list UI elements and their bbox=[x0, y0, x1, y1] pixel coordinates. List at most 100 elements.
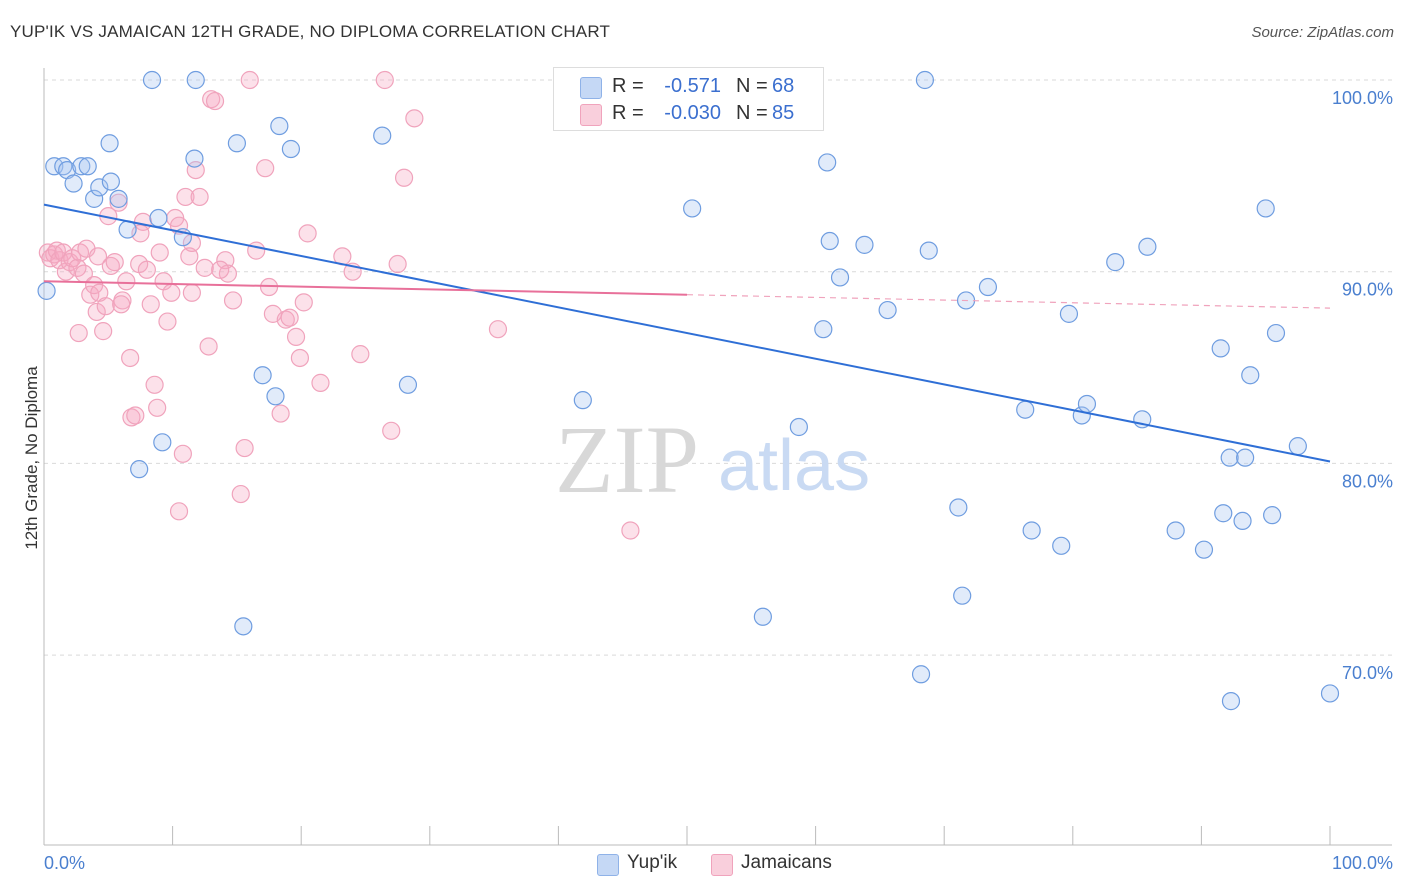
x-tick-label: 100.0% bbox=[1332, 853, 1393, 873]
chart-source: Source: ZipAtlas.com bbox=[1251, 24, 1394, 41]
jamaicans-point bbox=[294, 293, 313, 312]
jamaicans-point bbox=[211, 260, 230, 279]
jamaicans-point bbox=[375, 70, 394, 90]
jamaicans-point bbox=[195, 258, 214, 277]
watermark: ZIP atlas bbox=[555, 406, 870, 513]
yupik-point bbox=[109, 189, 128, 208]
jamaicans-point bbox=[158, 312, 177, 331]
yupik-point bbox=[1266, 323, 1286, 343]
jamaicans-point bbox=[87, 302, 106, 322]
legend-r-label: R = bbox=[612, 75, 644, 97]
jamaicans-point bbox=[148, 398, 167, 417]
yupik-point bbox=[1059, 304, 1079, 323]
jamaicans-trend-line-dashed bbox=[686, 294, 1331, 309]
yupik-point bbox=[978, 277, 998, 297]
jamaicans-point bbox=[88, 247, 108, 266]
yupik-point bbox=[64, 174, 83, 193]
jamaicans-points bbox=[38, 70, 640, 540]
jamaicans-point bbox=[180, 247, 199, 266]
yupik-point bbox=[1214, 504, 1233, 523]
legend-r-value: -0.571 bbox=[664, 75, 721, 97]
jamaicans-point bbox=[256, 159, 275, 178]
yupik-point bbox=[830, 268, 850, 287]
legend-swatch-yupik bbox=[580, 77, 602, 99]
yupik-point bbox=[37, 281, 56, 300]
watermark-atlas: atlas bbox=[718, 426, 870, 506]
yupik-point bbox=[72, 157, 91, 176]
jamaicans-point bbox=[169, 502, 189, 521]
yupik-point bbox=[911, 665, 931, 684]
jamaicans-point bbox=[162, 283, 181, 302]
jamaicans-point bbox=[247, 241, 266, 260]
jamaicans-trend-line bbox=[43, 280, 688, 296]
jamaicans-point bbox=[186, 160, 205, 180]
jamaicans-point bbox=[69, 323, 88, 343]
yupik-point bbox=[373, 126, 392, 145]
yupik-point bbox=[1241, 366, 1260, 385]
jamaicans-point bbox=[351, 345, 370, 364]
yupik-point bbox=[1256, 199, 1275, 218]
yupik-point bbox=[820, 231, 839, 251]
jamaicans-point bbox=[150, 243, 169, 262]
legend-r-label: R = bbox=[612, 102, 644, 124]
yupik-point bbox=[1320, 684, 1340, 703]
jamaicans-point bbox=[205, 91, 225, 111]
gridlines bbox=[44, 79, 1392, 656]
yupik-point bbox=[153, 433, 172, 452]
jamaicans-point bbox=[382, 421, 401, 440]
jamaicans-point bbox=[231, 484, 250, 504]
jamaicans-point bbox=[271, 404, 290, 423]
yupik-point bbox=[1233, 511, 1252, 531]
jamaicans-point bbox=[126, 406, 145, 425]
yupik-point bbox=[1288, 437, 1307, 456]
jamaicans-point bbox=[405, 109, 424, 128]
y-tick-label: 100.0% bbox=[1332, 88, 1393, 108]
jamaicans-point bbox=[121, 348, 140, 368]
yupik-point bbox=[78, 157, 97, 176]
chart-title: YUP'IK VS JAMAICAN 12TH GRADE, NO DIPLOM… bbox=[10, 22, 611, 41]
yupik-point bbox=[118, 220, 137, 239]
yupik-point bbox=[855, 235, 874, 254]
yupik-point bbox=[814, 320, 833, 339]
yupik-point bbox=[1221, 692, 1241, 711]
stats-legend: R = -0.571 N = 68 R = -0.030 N = 85 bbox=[553, 67, 824, 131]
yupik-point bbox=[100, 134, 119, 153]
jamaicans-point bbox=[182, 283, 201, 302]
yupik-points bbox=[37, 70, 1340, 711]
jamaicans-point bbox=[145, 375, 164, 394]
yupik-point bbox=[90, 178, 109, 197]
yupik-point bbox=[1077, 394, 1097, 414]
legend-swatch-jamaicans bbox=[580, 104, 602, 126]
yupik-trend-line bbox=[43, 203, 1331, 463]
jamaicans-point bbox=[96, 297, 115, 316]
jamaicans-point bbox=[109, 193, 128, 212]
jamaicans-point bbox=[298, 224, 317, 243]
jamaicans-point bbox=[216, 251, 235, 270]
yupik-point bbox=[149, 208, 168, 228]
yupik-point bbox=[878, 300, 897, 320]
jamaicans-point bbox=[137, 260, 156, 279]
jamaicans-point bbox=[199, 337, 218, 356]
y-tick-label: 70.0% bbox=[1342, 663, 1393, 683]
legend-row-jamaicans: R = -0.030 N = 85 bbox=[554, 101, 823, 127]
legend-n-label: N = bbox=[736, 75, 768, 97]
yupik-point bbox=[1263, 506, 1282, 525]
jamaicans-point bbox=[94, 322, 113, 341]
yupik-point bbox=[185, 149, 204, 168]
yupik-point bbox=[753, 607, 772, 626]
jamaicans-point bbox=[286, 327, 306, 346]
legend-row-yupik: R = -0.571 N = 68 bbox=[554, 74, 823, 100]
jamaicans-point bbox=[394, 168, 414, 187]
yupik-point bbox=[953, 586, 972, 605]
yupik-point bbox=[1022, 521, 1041, 540]
watermark-zip: ZIP bbox=[555, 406, 699, 513]
yupik-point bbox=[101, 172, 120, 191]
bottom-legend-label-jamaicans: Jamaicans bbox=[741, 852, 832, 873]
yupik-point bbox=[227, 134, 246, 153]
jamaicans-point bbox=[240, 70, 259, 90]
yupik-point bbox=[1220, 448, 1239, 467]
yupik-point bbox=[789, 417, 808, 437]
yupik-point bbox=[1016, 400, 1035, 419]
yupik-point bbox=[683, 199, 702, 218]
tick-labels: 100.0% 90.0% 80.0% 70.0% 0.0% 100.0% bbox=[44, 88, 1393, 873]
